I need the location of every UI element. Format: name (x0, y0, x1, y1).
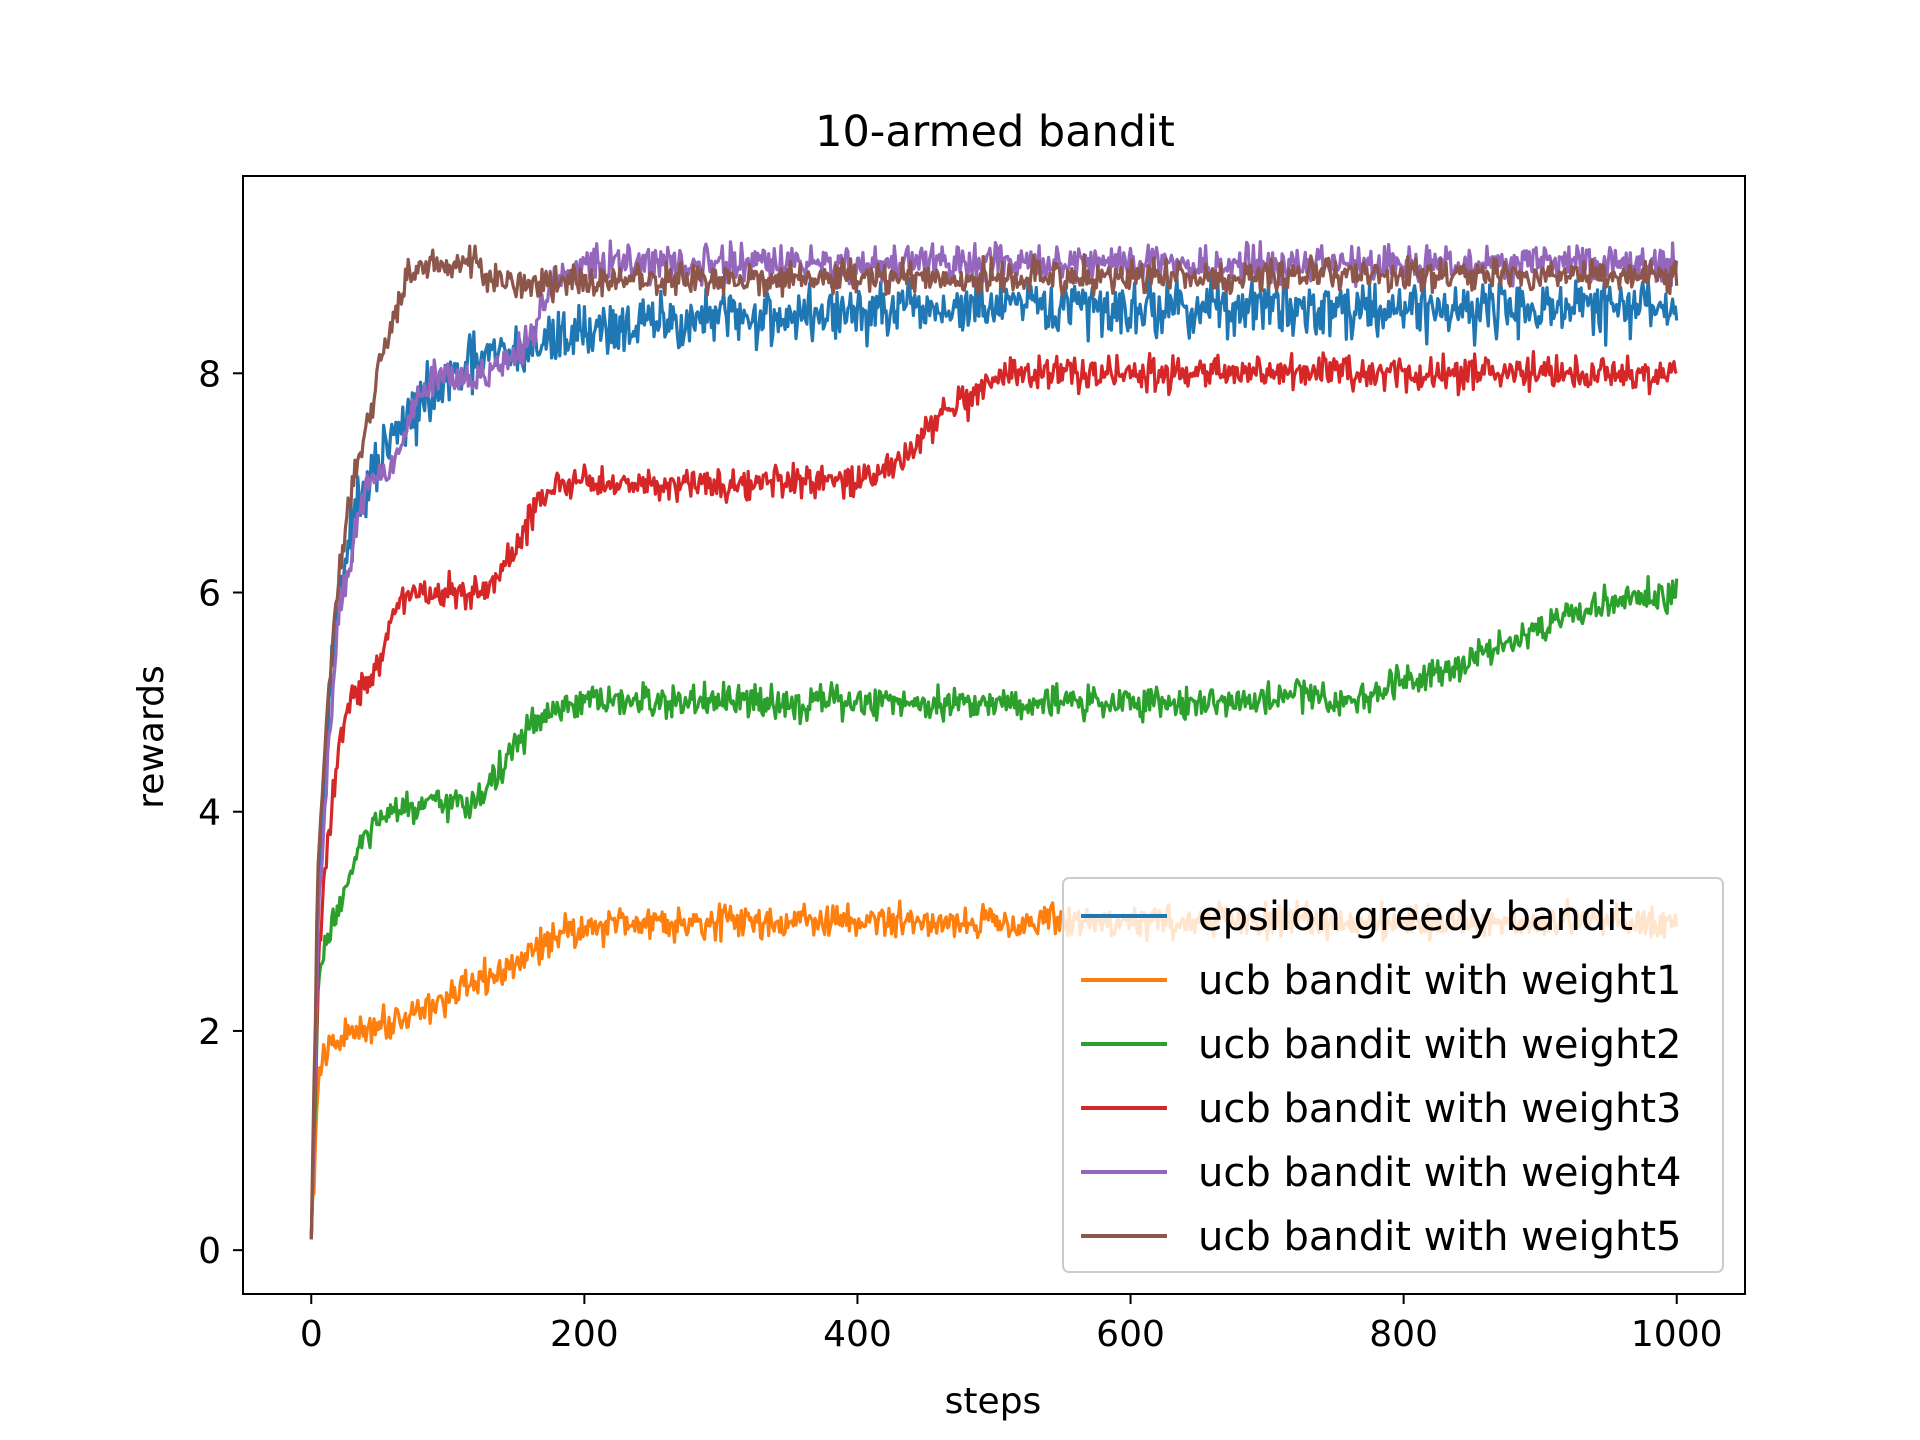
x-axis-label: steps (945, 1381, 1042, 1422)
series-line-6 (309, 244, 1679, 1240)
legend-label: epsilon greedy bandit (1198, 894, 1633, 940)
y-tick-label: 0 (198, 1231, 221, 1272)
legend: epsilon greedy bandit ucb bandit with wei… (1062, 877, 1724, 1273)
y-axis-label: rewards (131, 665, 172, 808)
legend-box (1062, 877, 1724, 1273)
y-axis: 0 2 4 6 8 (198, 354, 243, 1272)
plot-area-frame (242, 175, 1746, 1295)
y-tick-label: 8 (198, 354, 221, 395)
series-line-4 (309, 350, 1678, 1240)
legend-label: ucb bandit with weight4 (1198, 1150, 1682, 1196)
y-tick-label: 6 (198, 574, 221, 615)
x-tick-label: 200 (550, 1314, 619, 1355)
x-tick-label: 600 (1096, 1314, 1165, 1355)
legend-label: ucb bandit with weight1 (1198, 958, 1682, 1004)
x-tick-label: 0 (300, 1314, 323, 1355)
x-tick-label: 400 (823, 1314, 892, 1355)
legend-label: ucb bandit with weight5 (1198, 1214, 1682, 1260)
y-tick-label: 2 (198, 1012, 221, 1053)
series-line-5 (309, 239, 1679, 1240)
series-line-1 (309, 273, 1679, 1240)
x-tick-label: 1000 (1631, 1314, 1723, 1355)
series-layer (309, 239, 1679, 1240)
x-tick-label: 800 (1369, 1314, 1438, 1355)
legend-label: ucb bandit with weight2 (1198, 1022, 1682, 1068)
chart-title: 10-armed bandit (815, 107, 1175, 157)
series-line-3 (309, 575, 1679, 1240)
y-tick-label: 4 (198, 793, 221, 834)
legend-label: ucb bandit with weight3 (1198, 1086, 1682, 1132)
x-axis: 0 200 400 600 800 1000 (300, 1294, 1723, 1355)
